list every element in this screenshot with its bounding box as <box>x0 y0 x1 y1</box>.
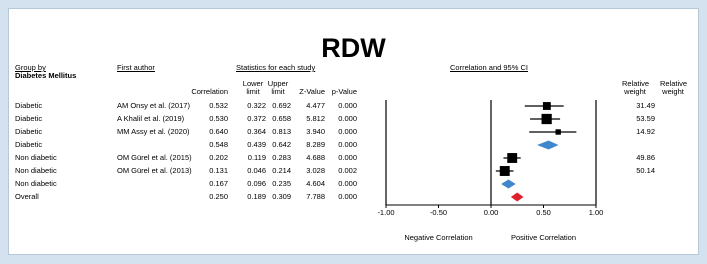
stat-cell: 4.477 <box>306 101 325 110</box>
stat-cell: 0.000 <box>338 179 357 188</box>
header: Statistics for each study <box>236 63 316 72</box>
group-cell: Non diabetic <box>15 166 57 175</box>
stat-cell: 0.250 <box>209 192 228 201</box>
header: Relative weight <box>622 79 650 96</box>
header: Relative weight <box>660 79 688 96</box>
group-cell: Diabetic <box>15 140 43 149</box>
header: Correlation and 95% CI <box>450 63 528 72</box>
group-cell: Diabetic <box>15 127 43 136</box>
author-cell: OM Gürel et al. (2015) <box>117 153 192 162</box>
x-tick-label: 1.00 <box>588 208 604 217</box>
panel <box>8 8 699 255</box>
x-tick-label: 0.50 <box>536 208 551 217</box>
stat-cell: 4.688 <box>306 153 325 162</box>
stat-cell: 0.131 <box>209 166 228 175</box>
stat-cell: 0.309 <box>272 192 291 201</box>
stat-cell: 4.604 <box>306 179 325 188</box>
author-cell: AM Onsy et al. (2017) <box>117 101 190 110</box>
stat-cell: 0.813 <box>272 127 291 136</box>
stat-cell: 0.046 <box>247 166 266 175</box>
stat-cell: 0.002 <box>338 166 357 175</box>
group-cell: Diabetic <box>15 101 43 110</box>
stat-cell: 5.812 <box>306 114 325 123</box>
stat-cell: 0.283 <box>272 153 291 162</box>
column-header: Lower limit <box>242 79 264 96</box>
stat-cell: 0.119 <box>247 153 266 162</box>
stat-cell: 0.372 <box>247 114 266 123</box>
weight-cell: 50.14 <box>636 166 655 175</box>
x-tick-label: 0.00 <box>483 208 499 217</box>
column-header: p-Value <box>331 87 357 96</box>
x-tick-label: -1.00 <box>377 208 395 217</box>
stat-cell: 0.000 <box>338 192 357 201</box>
column-header: Upper limit <box>267 79 289 96</box>
column-header: Correlation <box>191 87 228 96</box>
stat-cell: 3.028 <box>306 166 325 175</box>
axis-label: Positive Correlation <box>510 233 577 242</box>
stat-cell: 0.000 <box>338 101 357 110</box>
header: Group by <box>15 63 46 72</box>
group-cell: Non diabetic <box>15 179 57 188</box>
effect-square <box>542 102 551 110</box>
chart-title: RDW <box>321 33 386 63</box>
stat-cell: 0.322 <box>247 101 266 110</box>
effect-square <box>541 113 552 125</box>
weight-cell: 49.86 <box>636 153 655 162</box>
stat-cell: 0.202 <box>209 153 228 162</box>
author-cell: MM Assy et al. (2020) <box>117 127 190 136</box>
author-cell: OM Gürel et al. (2013) <box>117 166 192 175</box>
stat-cell: 0.167 <box>209 179 228 188</box>
stat-cell: 0.000 <box>338 114 357 123</box>
stat-cell: 0.692 <box>272 101 291 110</box>
stat-cell: 0.658 <box>272 114 291 123</box>
stat-cell: 7.788 <box>306 192 325 201</box>
stat-cell: 0.640 <box>209 127 228 136</box>
stat-cell: 0.235 <box>272 179 291 188</box>
stat-cell: 8.289 <box>306 140 325 149</box>
column-header: Z-Value <box>299 87 325 96</box>
summary-diamond <box>501 179 516 189</box>
stat-cell: 0.439 <box>247 140 266 149</box>
weight-cell: 31.49 <box>636 101 655 110</box>
effect-square <box>555 129 561 135</box>
summary-diamond <box>537 140 559 150</box>
group-cell: Diabetic <box>15 114 43 123</box>
stat-cell: 0.548 <box>209 140 228 149</box>
header: Diabetes Mellitus <box>15 71 77 80</box>
x-tick-label: -0.50 <box>429 208 448 217</box>
stat-cell: 0.532 <box>209 101 228 110</box>
stat-cell: 0.642 <box>272 140 291 149</box>
summary-diamond <box>510 192 524 202</box>
stat-cell: 0.000 <box>338 153 357 162</box>
weight-cell: 14.92 <box>636 127 655 136</box>
effect-square <box>499 166 510 176</box>
axis-label: Negative Correlation <box>404 233 473 242</box>
weight-cell: 53.59 <box>636 114 655 123</box>
group-cell: Overall <box>15 192 39 201</box>
group-cell: Non diabetic <box>15 153 57 162</box>
stat-cell: 0.364 <box>247 127 266 136</box>
stat-cell: 0.096 <box>247 179 266 188</box>
stat-cell: 3.940 <box>306 127 325 136</box>
stat-cell: 0.000 <box>338 127 357 136</box>
stat-cell: 0.189 <box>247 192 266 201</box>
effect-square <box>507 153 518 163</box>
header: First author <box>117 63 155 72</box>
stat-cell: 0.530 <box>209 114 228 123</box>
stat-cell: 0.000 <box>338 140 357 149</box>
author-cell: A Khalil et al. (2019) <box>117 114 185 123</box>
stat-cell: 0.214 <box>272 166 291 175</box>
